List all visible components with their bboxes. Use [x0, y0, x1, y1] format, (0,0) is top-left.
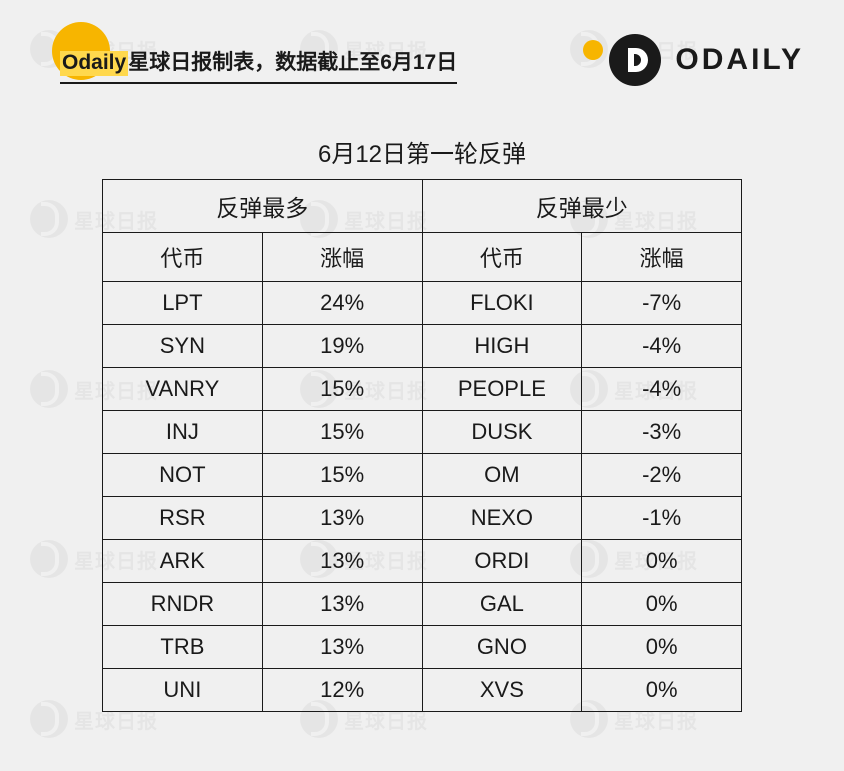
table-row: SYN19%HIGH-4%: [103, 325, 742, 368]
table-cell: XVS: [422, 669, 582, 712]
table-cell: -4%: [582, 368, 742, 411]
table-cell: 13%: [262, 626, 422, 669]
title-text: 星球日报制表，数据截止至6月17日: [128, 51, 457, 74]
table-cell: ORDI: [422, 540, 582, 583]
table-cell: RSR: [103, 497, 263, 540]
col-header-change-right: 涨幅: [582, 233, 742, 282]
table-cell: FLOKI: [422, 282, 582, 325]
title-block: Odaily星球日报制表，数据截止至6月17日: [60, 46, 457, 84]
table-row: NOT15%OM-2%: [103, 454, 742, 497]
table-cell: 15%: [262, 411, 422, 454]
table-cell: -7%: [582, 282, 742, 325]
col-header-token-left: 代币: [103, 233, 263, 282]
table-cell: TRB: [103, 626, 263, 669]
table-row: VANRY15%PEOPLE-4%: [103, 368, 742, 411]
table-cell: 13%: [262, 583, 422, 626]
table-group-header-row: 反弹最多 反弹最少: [103, 180, 742, 233]
table-cell: LPT: [103, 282, 263, 325]
table-cell: RNDR: [103, 583, 263, 626]
table-cell: NOT: [103, 454, 263, 497]
table-cell: SYN: [103, 325, 263, 368]
table-row: TRB13%GNO0%: [103, 626, 742, 669]
table-row: LPT24%FLOKI-7%: [103, 282, 742, 325]
table-cell: VANRY: [103, 368, 263, 411]
table-cell: 15%: [262, 454, 422, 497]
table-row: RNDR13%GAL0%: [103, 583, 742, 626]
table-cell: 0%: [582, 540, 742, 583]
table-row: INJ15%DUSK-3%: [103, 411, 742, 454]
table-cell: 13%: [262, 497, 422, 540]
group-header-left: 反弹最多: [103, 180, 423, 233]
table-cell: 0%: [582, 669, 742, 712]
col-header-token-right: 代币: [422, 233, 582, 282]
brand-text: ODAILY: [675, 43, 804, 77]
table-cell: 15%: [262, 368, 422, 411]
header: Odaily星球日报制表，数据截止至6月17日 ODAILY: [0, 0, 844, 86]
table-row: UNI12%XVS0%: [103, 669, 742, 712]
table-cell: -2%: [582, 454, 742, 497]
table-cell: 0%: [582, 583, 742, 626]
table-cell: GAL: [422, 583, 582, 626]
table-cell: PEOPLE: [422, 368, 582, 411]
table-title: 6月12日第一轮反弹: [102, 134, 742, 169]
brand-logo-icon: [609, 34, 661, 86]
accent-dot: [583, 40, 603, 60]
col-header-change-left: 涨幅: [262, 233, 422, 282]
table-cell: NEXO: [422, 497, 582, 540]
table-cell: GNO: [422, 626, 582, 669]
table-cell: -1%: [582, 497, 742, 540]
table-cell: 24%: [262, 282, 422, 325]
table-container: 6月12日第一轮反弹 反弹最多 反弹最少 代币 涨幅 代币 涨幅 LPT24%F…: [102, 134, 742, 712]
table-cell: DUSK: [422, 411, 582, 454]
brand: ODAILY: [609, 34, 804, 86]
table-cell: 12%: [262, 669, 422, 712]
table-row: RSR13%NEXO-1%: [103, 497, 742, 540]
table-cell: -3%: [582, 411, 742, 454]
table-cell: 19%: [262, 325, 422, 368]
rebound-table: 反弹最多 反弹最少 代币 涨幅 代币 涨幅 LPT24%FLOKI-7%SYN1…: [102, 179, 742, 712]
table-cell: INJ: [103, 411, 263, 454]
table-cell: HIGH: [422, 325, 582, 368]
table-sub-header-row: 代币 涨幅 代币 涨幅: [103, 233, 742, 282]
table-cell: ARK: [103, 540, 263, 583]
table-cell: OM: [422, 454, 582, 497]
group-header-right: 反弹最少: [422, 180, 742, 233]
title-highlight: Odaily: [60, 51, 128, 76]
table-cell: UNI: [103, 669, 263, 712]
table-cell: 0%: [582, 626, 742, 669]
table-row: ARK13%ORDI0%: [103, 540, 742, 583]
table-cell: -4%: [582, 325, 742, 368]
table-cell: 13%: [262, 540, 422, 583]
title-underline: Odaily星球日报制表，数据截止至6月17日: [60, 46, 457, 84]
